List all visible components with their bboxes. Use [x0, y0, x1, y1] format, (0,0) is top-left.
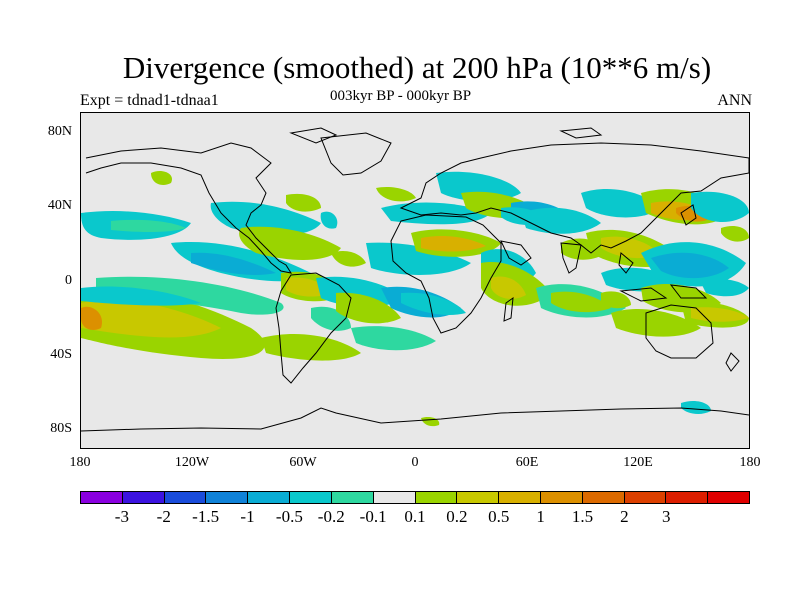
colorbar-label: 0.5	[488, 507, 510, 526]
blob	[401, 292, 466, 315]
indochina-coast	[618, 252, 634, 274]
blob	[651, 252, 729, 279]
colorbar-swatch	[666, 492, 709, 503]
blob	[436, 171, 521, 202]
colorbar-swatch	[540, 492, 583, 503]
x-tick-label: 0	[411, 455, 419, 470]
greenland-coast	[320, 132, 392, 176]
colorbar-swatch	[415, 492, 458, 503]
arctic-island	[289, 127, 338, 144]
south-america-coast	[275, 272, 352, 384]
y-tick-label: 80N	[47, 124, 72, 139]
north-america-coast	[85, 142, 293, 274]
colorbar-swatch	[81, 492, 123, 503]
colorbar-label: 1	[536, 507, 545, 526]
australia-coast	[645, 304, 714, 359]
blob	[81, 286, 201, 306]
colorbar-swatch	[206, 492, 249, 503]
blob	[521, 207, 601, 234]
y-tick-label: 80S	[50, 421, 72, 436]
eurasia-coast	[399, 142, 749, 254]
colorbar-label: -1	[240, 507, 255, 526]
blob	[210, 201, 321, 235]
new-zealand-coast	[725, 352, 740, 372]
colorbar-label: -2	[156, 507, 171, 526]
blob	[691, 191, 749, 223]
blob	[611, 308, 701, 337]
colorbar-swatch	[122, 492, 165, 503]
period-label: 003kyr BP - 000kyr BP	[330, 88, 472, 104]
india-coast	[560, 242, 582, 274]
blob	[191, 252, 276, 275]
blob	[111, 219, 186, 233]
colorbar-label: -1.5	[192, 507, 220, 526]
x-tick-label: 180	[69, 455, 91, 470]
japan-coast	[680, 204, 697, 226]
colorbar-label: -0.5	[275, 507, 303, 526]
colorbar-swatch	[499, 492, 541, 503]
antarctica-coast	[81, 407, 749, 432]
blob	[551, 291, 611, 313]
colorbar-swatch	[582, 492, 625, 503]
colorbar-swatch	[373, 492, 416, 503]
colorbar-swatch	[457, 492, 500, 503]
x-tick-label: 120E	[623, 455, 653, 470]
blob	[336, 292, 401, 324]
blob	[151, 171, 172, 185]
blob	[701, 279, 749, 297]
blob	[721, 226, 749, 242]
blob	[331, 251, 366, 267]
africa-coast	[390, 214, 502, 334]
arctic-island	[559, 127, 603, 139]
chart-title: Divergence (smoothed) at 200 hPa (10**6 …	[122, 50, 712, 85]
blob	[581, 188, 661, 218]
map-panel	[80, 112, 750, 449]
new-guinea-coast	[669, 284, 708, 299]
colorbar-label: 0.2	[446, 507, 468, 526]
colorbar-swatch	[331, 492, 374, 503]
colorbar-swatch	[624, 492, 667, 503]
blob	[239, 226, 341, 260]
colorbar-label: -0.2	[317, 507, 345, 526]
colorbar-swatch	[248, 492, 291, 503]
colorbar-swatch	[290, 492, 332, 503]
colorbar-swatch	[708, 492, 749, 503]
x-tick-label: 120W	[174, 455, 210, 470]
indonesia-coast	[619, 287, 668, 302]
x-tick-label: 60E	[515, 455, 539, 470]
y-tick-label: 40N	[47, 198, 72, 213]
coastlines	[81, 127, 749, 432]
colorbar-label: 2	[620, 507, 629, 526]
blob	[376, 187, 416, 202]
blob	[491, 276, 526, 299]
blob	[96, 276, 284, 315]
x-tick-label: 60W	[289, 455, 317, 470]
colorbar-label: 0.1	[404, 507, 426, 526]
blob	[261, 333, 361, 361]
blob	[421, 235, 486, 252]
map-svg	[81, 113, 749, 448]
blob	[81, 299, 221, 338]
colorbar-label: 1.5	[571, 507, 594, 526]
blob	[81, 306, 102, 330]
blob	[320, 211, 338, 229]
colorbar-label: -0.1	[359, 507, 387, 526]
madagascar-coast	[503, 296, 514, 322]
y-tick-label: 40S	[50, 347, 72, 362]
season-label: ANN	[717, 92, 752, 109]
experiment-label: Expt = tdnad1-tdnaa1	[80, 92, 219, 109]
blob	[351, 326, 436, 351]
x-tick-label: 180	[739, 455, 761, 470]
colorbar-swatch	[164, 492, 207, 503]
y-tick-label: 0	[65, 273, 72, 288]
blob	[681, 400, 711, 415]
arabia-coast	[500, 240, 532, 266]
blob	[286, 193, 321, 212]
colorbar-label: -3	[114, 507, 129, 526]
blob	[601, 291, 631, 309]
colorbar-label: 3	[662, 507, 671, 526]
colorbar	[80, 491, 750, 504]
